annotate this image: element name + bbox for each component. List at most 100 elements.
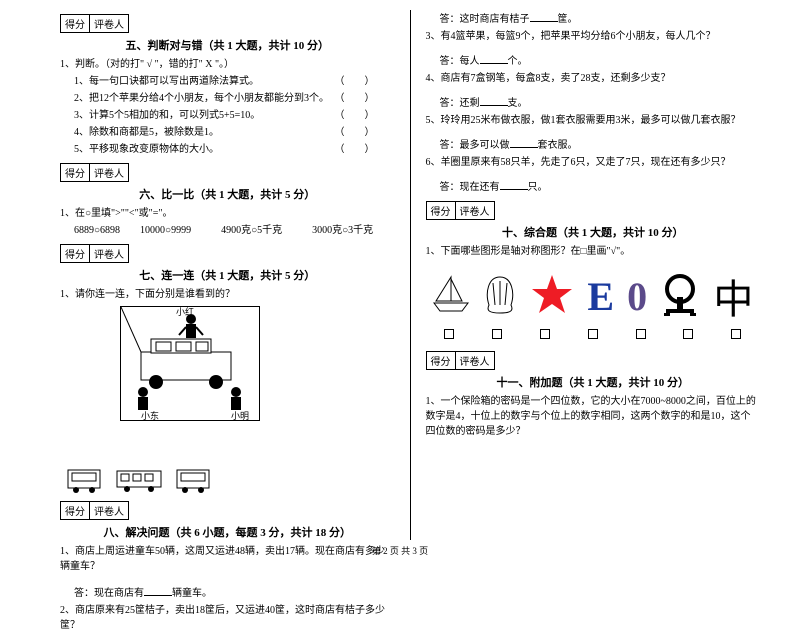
blank[interactable] (480, 96, 508, 106)
sailboat-icon (432, 275, 470, 318)
blank[interactable] (500, 180, 528, 190)
paren: （ ） (335, 142, 375, 157)
viewpoint-scene: 小红 (120, 306, 260, 421)
a8-1: 答：现在商店有 辆童车。 (74, 586, 395, 601)
right-column: 答：这时商店有桔子 筐。 3、有4篮苹果，每篮9个，把苹果平均分给6个小朋友，每人… (411, 10, 771, 540)
q7-1: 1、请你连一连，下面分别是谁看到的？ (60, 287, 395, 302)
star-icon (530, 273, 574, 320)
q5-1-1-text: 1、每一句口诀都可以写出两道除法算式。 (74, 76, 259, 87)
q10-1: 1、下面哪些图形是轴对称图形？在□里画"√"。 (426, 244, 761, 259)
q5-1-5: 5、平移现象改变原物体的大小。 （ ） (74, 142, 395, 157)
a8-6: 答：现在还有 只。 (440, 180, 761, 195)
a8-2: 答：这时商店有桔子 筐。 (440, 12, 761, 27)
q8-6: 6、羊圈里原来有58只羊，先走了6只，又走了7只，现在还有多少只？ (426, 155, 761, 170)
a8-6-suf: 只。 (528, 182, 548, 193)
score-box-7: 得分 评卷人 (60, 244, 129, 263)
q6-row: 6889○6898 10000○9999 4900克○5千克 3000克○3千克 (74, 223, 395, 238)
blank[interactable] (530, 12, 558, 22)
q8-5: 5、玲玲用25米布做衣服，做1套衣服需要用3米，最多可以做几套衣服？ (426, 113, 761, 128)
blank[interactable] (510, 138, 538, 148)
check-6[interactable] (683, 329, 693, 339)
a8-3-pre: 答：每人 (440, 56, 480, 67)
q11-1: 1、一个保险箱的密码是一个四位数，它的大小在7000~8000之间，百位上的数字… (426, 394, 761, 439)
check-2[interactable] (492, 329, 502, 339)
q5-1-1: 1、每一句口诀都可以写出两道除法算式。 （ ） (74, 74, 395, 89)
grader-label: 评卷人 (90, 502, 128, 519)
a8-4-suf: 支。 (508, 98, 528, 109)
score-box-10: 得分 评卷人 (426, 201, 495, 220)
a8-2-suf: 筐。 (558, 14, 578, 25)
check-1[interactable] (444, 329, 454, 339)
q8-3: 3、有4篮苹果，每篮9个，把苹果平均分给6个小朋友，每人几个？ (426, 29, 761, 44)
a8-5: 答：最多可以做 套衣服。 (440, 138, 761, 153)
bus-side-icon (115, 468, 163, 494)
a8-5-pre: 答：最多可以做 (440, 140, 510, 151)
score-box-8: 得分 评卷人 (60, 501, 129, 520)
a8-4-pre: 答：还剩 (440, 98, 480, 109)
shell-icon (483, 275, 517, 318)
blank[interactable] (144, 586, 172, 596)
digit-0-icon: 0 (627, 273, 647, 320)
a8-4: 答：还剩 支。 (440, 96, 761, 111)
check-3[interactable] (540, 329, 550, 339)
score-label: 得分 (61, 502, 90, 519)
q5-1-4-text: 4、除数和商都是5，被除数是1。 (74, 127, 219, 138)
q5-1-3-text: 3、计算5个5相加的和，可以列式5+5=10。 (74, 110, 260, 121)
a8-1-suf: 辆童车。 (172, 588, 212, 599)
a8-1-pre: 答：现在商店有 (74, 588, 144, 599)
page-columns: 得分 评卷人 五、判断对与错（共 1 大题，共计 10 分） 1、判断。（对的打… (0, 0, 800, 540)
section-6-title: 六、比一比（共 1 大题，共计 5 分） (60, 186, 395, 202)
q7-figure-row: 小红 (60, 304, 395, 497)
check-row (426, 329, 761, 339)
score-box-5: 得分 评卷人 (60, 14, 129, 33)
section-5-title: 五、判断对与错（共 1 大题，共计 10 分） (60, 37, 395, 53)
q5-1-3: 3、计算5个5相加的和，可以列式5+5=10。 （ ） (74, 108, 395, 123)
grader-label: 评卷人 (90, 15, 128, 32)
q5-1-2-text: 2、把12个苹果分给4个小朋友，每个小朋友都能分到3个。 (74, 93, 329, 104)
check-5[interactable] (636, 329, 646, 339)
name-xiaohong: 小红 (176, 305, 194, 318)
section-8-title: 八、解决问题（共 6 小题，每题 3 分，共计 18 分） (60, 524, 395, 540)
bus-options (60, 468, 217, 497)
score-box-11: 得分 评卷人 (426, 351, 495, 370)
left-column: 得分 评卷人 五、判断对与错（共 1 大题，共计 10 分） 1、判断。（对的打… (50, 10, 411, 540)
name-xiaoming: 小明 (231, 409, 249, 422)
grader-label: 评卷人 (90, 245, 128, 262)
a8-2-pre: 答：这时商店有桔子 (440, 14, 530, 25)
bus-back-icon (173, 468, 213, 494)
char-zhong-icon: 中 (713, 267, 753, 325)
score-label: 得分 (427, 202, 456, 219)
bus-front-icon (64, 468, 104, 494)
score-box-6: 得分 评卷人 (60, 163, 129, 182)
section-10-title: 十、综合题（共 1 大题，共计 10 分） (426, 224, 761, 240)
a8-3: 答：每人 个。 (440, 54, 761, 69)
a8-6-pre: 答：现在还有 (440, 182, 500, 193)
scene-svg (121, 307, 259, 420)
grader-label: 评卷人 (456, 352, 494, 369)
section-7-title: 七、连一连（共 1 大题，共计 5 分） (60, 267, 395, 283)
score-label: 得分 (61, 15, 90, 32)
q8-2: 2、商店原来有25筐桔子，卖出18筐后，又运进40筐，这时商店有桔子多少筐？ (60, 603, 395, 633)
paren: （ ） (335, 91, 375, 106)
blank[interactable] (480, 54, 508, 64)
name-xiaodong: 小东 (141, 409, 159, 422)
q5-1-5-text: 5、平移现象改变原物体的大小。 (74, 144, 219, 155)
grader-label: 评卷人 (456, 202, 494, 219)
page-footer: 第 2 页 共 3 页 (0, 544, 800, 557)
letter-e-icon: E (587, 273, 614, 320)
paren: （ ） (335, 108, 375, 123)
a8-3-suf: 个。 (508, 56, 528, 67)
score-label: 得分 (427, 352, 456, 369)
a8-5-suf: 套衣服。 (538, 140, 578, 151)
score-label: 得分 (61, 164, 90, 181)
q6-1: 1、在○里填">""<"或"="。 (60, 206, 395, 221)
rail-logo-icon (660, 273, 700, 320)
check-4[interactable] (588, 329, 598, 339)
paren: （ ） (335, 74, 375, 89)
check-7[interactable] (731, 329, 741, 339)
section-11-title: 十一、附加题（共 1 大题，共计 10 分） (426, 374, 761, 390)
score-label: 得分 (61, 245, 90, 262)
paren: （ ） (335, 125, 375, 140)
q8-4: 4、商店有7盒钢笔，每盒8支，卖了28支，还剩多少支？ (426, 71, 761, 86)
symmetry-row: E 0 中 (426, 267, 761, 325)
